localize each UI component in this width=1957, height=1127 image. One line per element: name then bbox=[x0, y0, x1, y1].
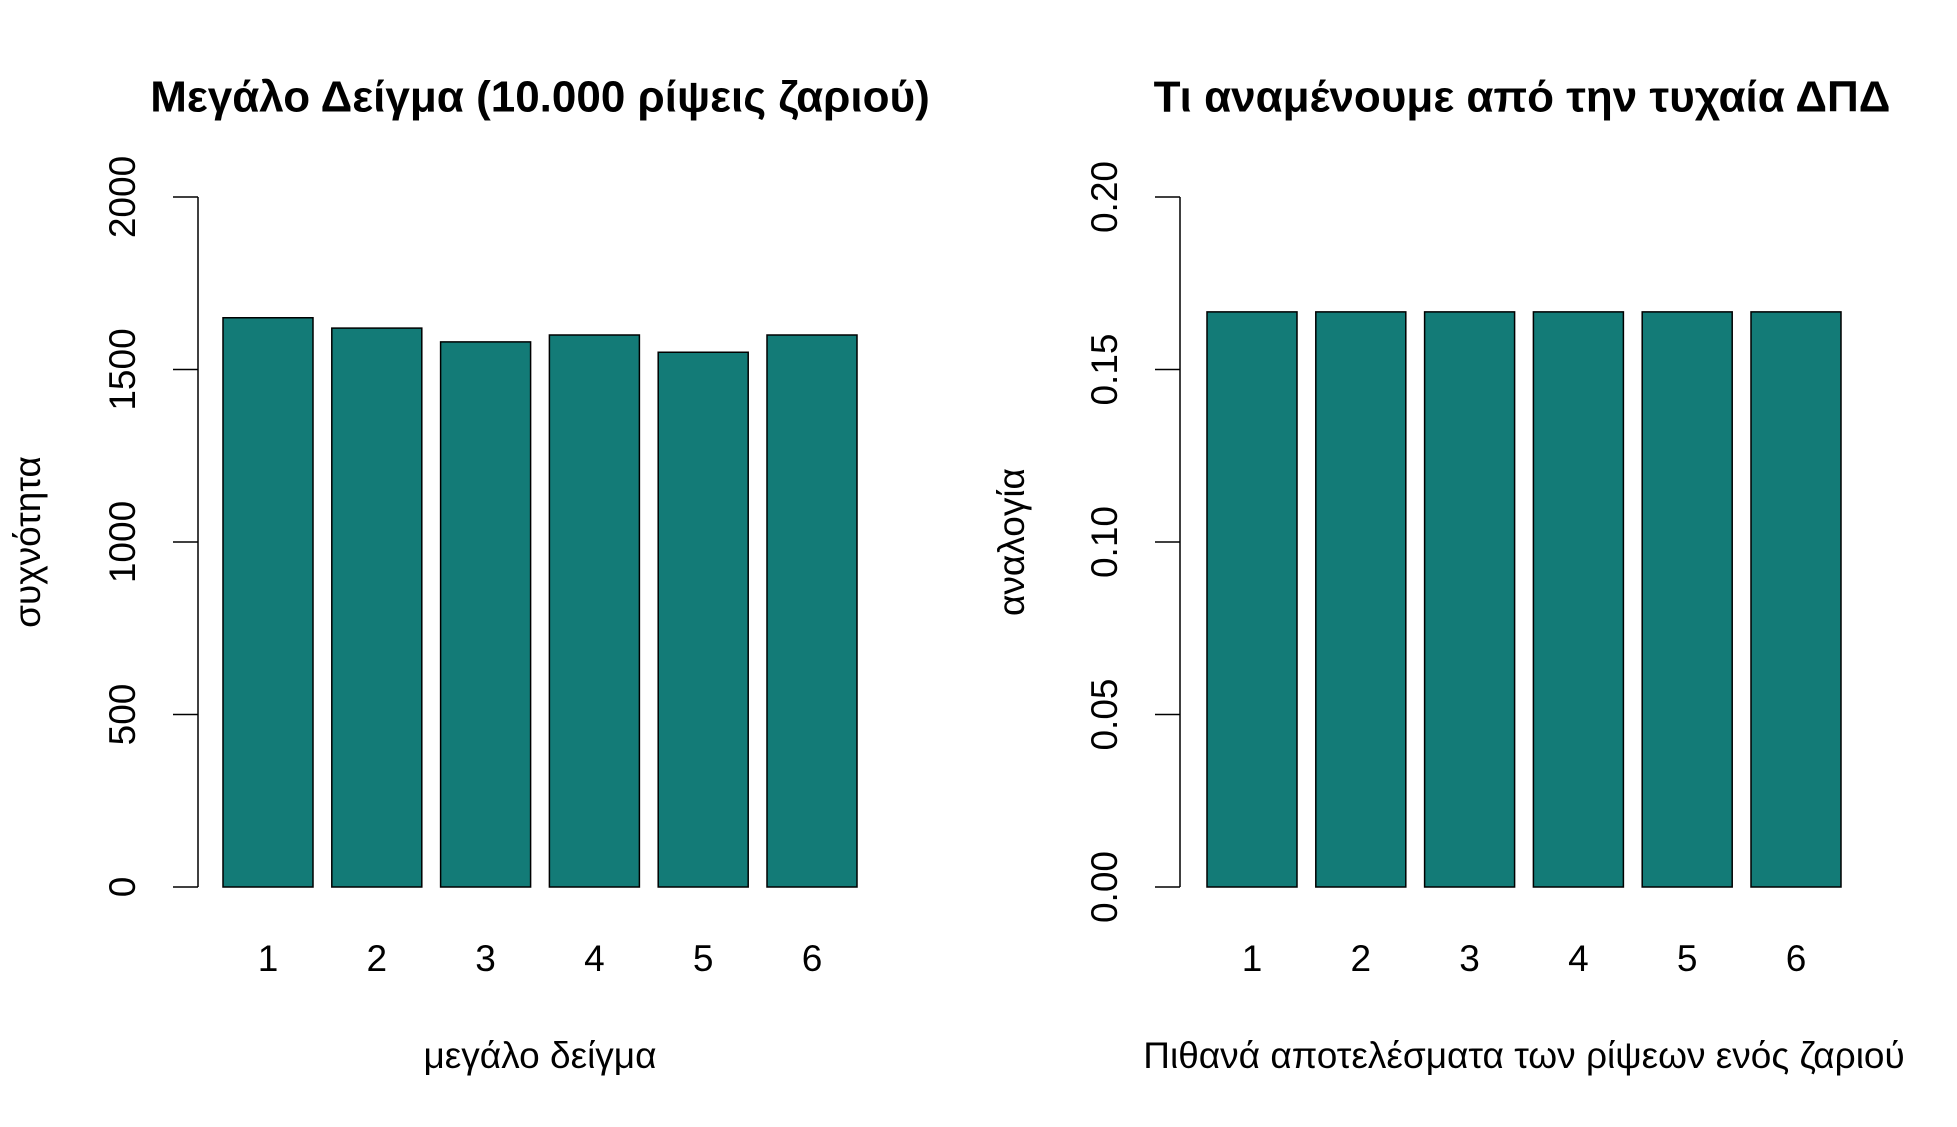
y-tick-label: 500 bbox=[102, 684, 143, 746]
y-axis-label: αναλογία bbox=[991, 468, 1032, 616]
y-axis-label: συχνότητα bbox=[7, 456, 48, 628]
x-tick-label: 2 bbox=[367, 938, 388, 979]
x-tick-label: 3 bbox=[475, 938, 496, 979]
x-tick-label: 5 bbox=[1677, 938, 1698, 979]
x-tick-label: 1 bbox=[258, 938, 279, 979]
x-tick-label: 3 bbox=[1459, 938, 1480, 979]
y-tick-label: 0 bbox=[102, 877, 143, 898]
bar bbox=[222, 317, 314, 888]
bar bbox=[1315, 311, 1407, 888]
x-tick-label: 2 bbox=[1351, 938, 1372, 979]
y-tick-label: 0.20 bbox=[1084, 161, 1125, 233]
x-axis-label: μεγάλο δείγμα bbox=[423, 1035, 656, 1076]
x-axis-label: Πιθανά αποτελέσματα των ρίψεων ενός ζαρι… bbox=[1143, 1035, 1905, 1076]
bar bbox=[766, 334, 858, 888]
bar bbox=[657, 351, 749, 888]
bar bbox=[1532, 311, 1625, 888]
y-tick-label: 0.00 bbox=[1084, 851, 1125, 923]
y-tick-label: 0.15 bbox=[1084, 333, 1125, 405]
bar bbox=[439, 341, 532, 888]
chart-title: Τι αναμένουμε από την τυχαία ΔΠΔ bbox=[1154, 73, 1891, 122]
bar bbox=[331, 327, 423, 888]
bar bbox=[548, 334, 641, 888]
y-tick-label: 1000 bbox=[102, 501, 143, 583]
x-tick-label: 6 bbox=[802, 938, 823, 979]
bar bbox=[1641, 311, 1733, 888]
y-tick-label: 0.10 bbox=[1084, 506, 1125, 578]
x-tick-label: 6 bbox=[1786, 938, 1807, 979]
chart-title: Μεγάλο Δείγμα (10.000 ρίψεις ζαριού) bbox=[150, 73, 930, 122]
y-tick-label: 2000 bbox=[102, 156, 143, 238]
x-tick-label: 4 bbox=[584, 938, 605, 979]
x-tick-label: 1 bbox=[1242, 938, 1263, 979]
bar bbox=[1423, 311, 1516, 888]
y-tick-label: 1500 bbox=[102, 328, 143, 410]
bar bbox=[1750, 311, 1842, 888]
y-tick-label: 0.05 bbox=[1084, 678, 1125, 750]
x-tick-label: 5 bbox=[693, 938, 714, 979]
x-tick-label: 4 bbox=[1568, 938, 1589, 979]
bar bbox=[1206, 311, 1298, 888]
